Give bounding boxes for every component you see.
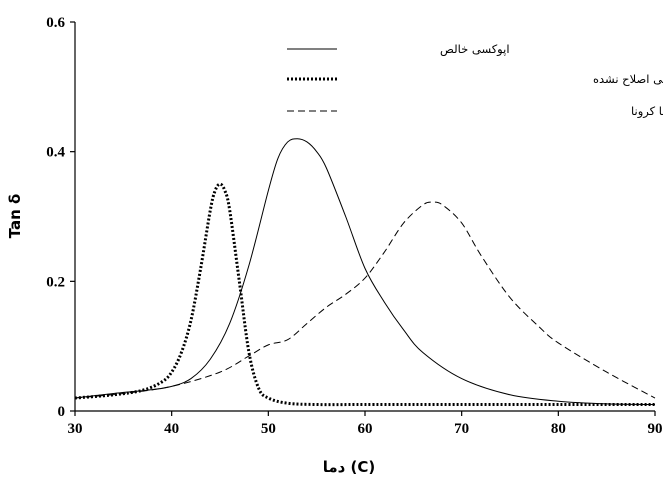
x-tick-label: 90: [648, 421, 663, 437]
series-line-dotted: [74, 182, 655, 407]
series-line-solid: [74, 138, 656, 406]
y-tick-label: 0: [58, 404, 66, 420]
series-line-dashed: [74, 201, 656, 399]
legend-label-dotted: اپوکسی حاوی نانوالیاف کربنی اصلاح نشده: [593, 72, 663, 87]
x-tick-label: 70: [454, 421, 469, 437]
x-tick-label: 50: [261, 421, 276, 437]
x-axis-title: دما (C): [323, 458, 376, 476]
x-tick-label: 40: [164, 421, 179, 437]
y-tick-label: 0.2: [46, 274, 65, 290]
y-tick-label: 0.6: [46, 15, 65, 31]
y-tick-label: 0.4: [46, 145, 65, 161]
legend-label-solid: اپوکسی خالص: [440, 42, 510, 57]
axes-group: [74, 22, 655, 412]
ticks-group: 30 40 50 60 70 80 90 0 0.2 0.4 0.6: [46, 15, 662, 437]
x-tick-label: 30: [68, 421, 83, 437]
series-group: [74, 138, 656, 407]
x-tick-label: 60: [358, 421, 373, 437]
x-tick-label: 80: [551, 421, 566, 437]
y-axis-title: Tan δ: [6, 194, 24, 239]
legend: اپوکسی خالص اپوکسی حاوی نانوالیاف کربنی …: [287, 42, 663, 119]
legend-label-dashed: اپوکسی حاوی نانوالیاف کربنی اصلاح شده با…: [631, 104, 663, 119]
